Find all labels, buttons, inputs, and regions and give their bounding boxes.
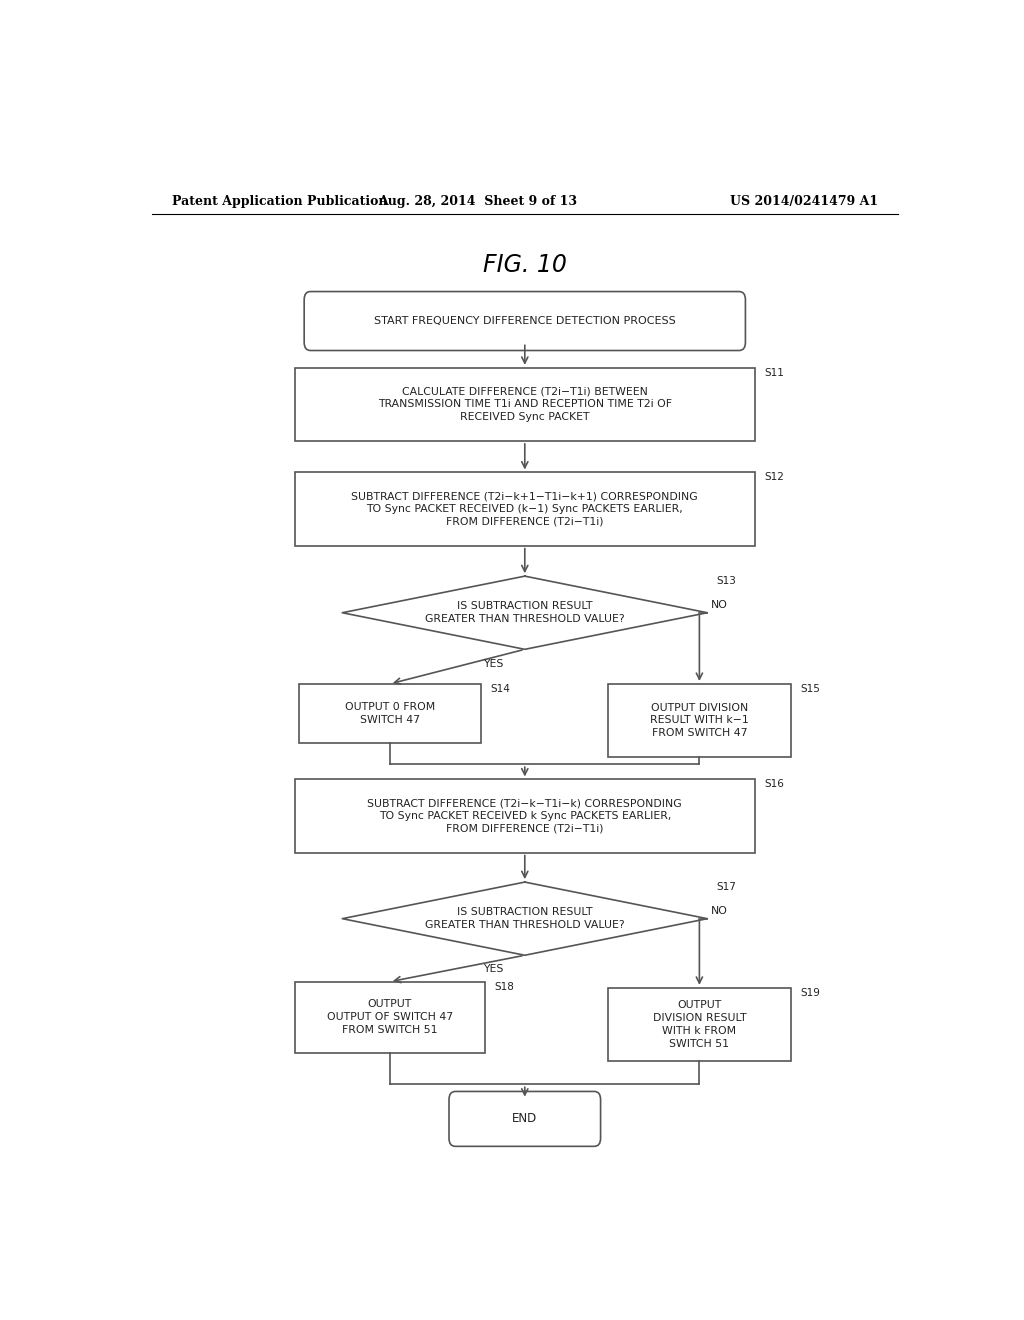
Text: OUTPUT
DIVISION RESULT
WITH k FROM
SWITCH 51: OUTPUT DIVISION RESULT WITH k FROM SWITC… [652, 1001, 746, 1048]
Text: OUTPUT
OUTPUT OF SWITCH 47
FROM SWITCH 51: OUTPUT OUTPUT OF SWITCH 47 FROM SWITCH 5… [327, 999, 453, 1035]
Text: YES: YES [483, 659, 503, 668]
Bar [608, 987, 791, 1061]
Text: START FREQUENCY DIFFERENCE DETECTION PROCESS: START FREQUENCY DIFFERENCE DETECTION PRO… [374, 315, 676, 326]
FancyBboxPatch shape [304, 292, 745, 351]
Bar [295, 982, 485, 1053]
Polygon shape [342, 576, 708, 649]
Bar [299, 684, 481, 743]
Text: SUBTRACT DIFFERENCE (T2i−k+1−T1i−k+1) CORRESPONDING
TO Sync PACKET RECEIVED (k−1: SUBTRACT DIFFERENCE (T2i−k+1−T1i−k+1) CO… [351, 491, 698, 527]
Text: S17: S17 [717, 882, 736, 892]
Text: Aug. 28, 2014  Sheet 9 of 13: Aug. 28, 2014 Sheet 9 of 13 [378, 194, 577, 207]
Text: FIG. 10: FIG. 10 [483, 253, 566, 277]
Polygon shape [342, 882, 708, 956]
Text: S11: S11 [765, 368, 784, 378]
Text: CALCULATE DIFFERENCE (T2i−T1i) BETWEEN
TRANSMISSION TIME T1i AND RECEPTION TIME : CALCULATE DIFFERENCE (T2i−T1i) BETWEEN T… [378, 387, 672, 422]
Text: S13: S13 [717, 576, 736, 586]
Text: IS SUBTRACTION RESULT
GREATER THAN THRESHOLD VALUE?: IS SUBTRACTION RESULT GREATER THAN THRES… [425, 602, 625, 624]
Text: S19: S19 [800, 987, 820, 998]
Text: S14: S14 [490, 684, 511, 694]
Bar [295, 473, 755, 545]
Text: S12: S12 [765, 473, 784, 483]
Text: YES: YES [483, 965, 503, 974]
Bar [608, 684, 791, 758]
Text: Patent Application Publication: Patent Application Publication [172, 194, 387, 207]
Text: NO: NO [712, 599, 728, 610]
Text: S16: S16 [765, 779, 784, 789]
Text: OUTPUT DIVISION
RESULT WITH k−1
FROM SWITCH 47: OUTPUT DIVISION RESULT WITH k−1 FROM SWI… [650, 702, 749, 738]
Text: US 2014/0241479 A1: US 2014/0241479 A1 [730, 194, 878, 207]
FancyBboxPatch shape [449, 1092, 601, 1146]
Bar [295, 368, 755, 441]
Text: IS SUBTRACTION RESULT
GREATER THAN THRESHOLD VALUE?: IS SUBTRACTION RESULT GREATER THAN THRES… [425, 907, 625, 931]
Text: OUTPUT 0 FROM
SWITCH 47: OUTPUT 0 FROM SWITCH 47 [345, 702, 435, 725]
Text: SUBTRACT DIFFERENCE (T2i−k−T1i−k) CORRESPONDING
TO Sync PACKET RECEIVED k Sync P: SUBTRACT DIFFERENCE (T2i−k−T1i−k) CORRES… [368, 799, 682, 834]
Text: NO: NO [712, 906, 728, 916]
Bar [295, 779, 755, 853]
Text: S18: S18 [495, 982, 514, 991]
Text: END: END [512, 1113, 538, 1126]
Text: S15: S15 [800, 684, 820, 694]
